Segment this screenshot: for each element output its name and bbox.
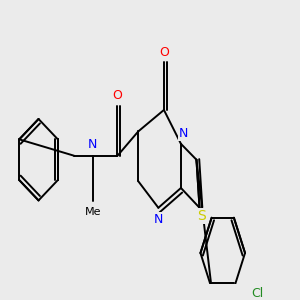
Text: N: N	[179, 127, 188, 140]
Text: N: N	[154, 213, 163, 226]
Text: Cl: Cl	[252, 287, 264, 300]
Text: Me: Me	[85, 207, 102, 217]
Text: N: N	[88, 138, 98, 151]
Text: O: O	[112, 89, 122, 102]
Text: S: S	[197, 209, 206, 223]
Text: O: O	[159, 46, 169, 59]
